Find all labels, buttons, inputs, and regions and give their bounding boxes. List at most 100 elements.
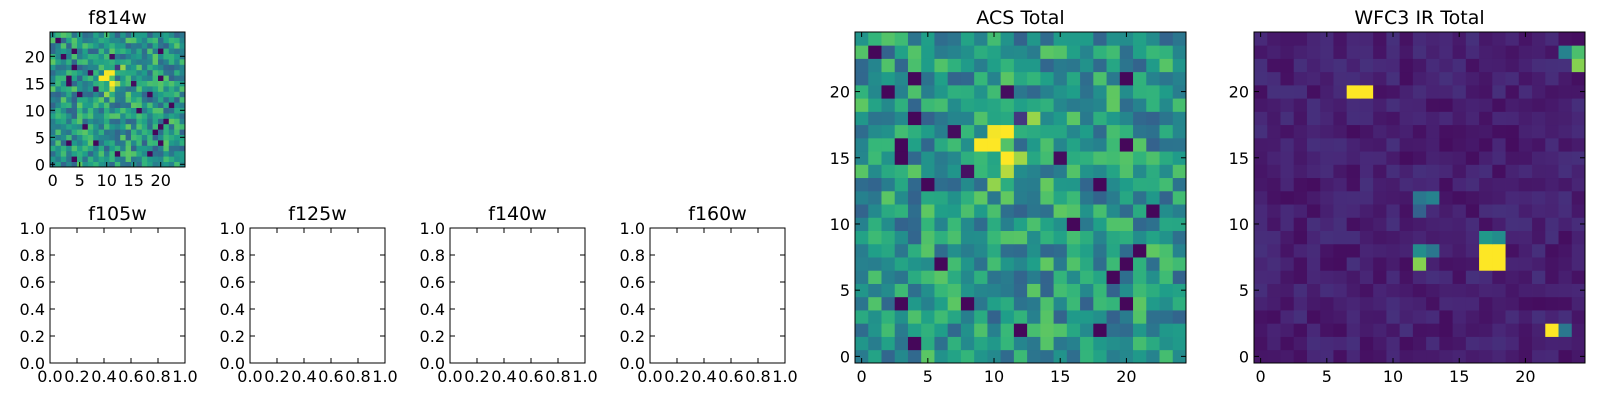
x-tick-label: 0.4 — [291, 367, 316, 386]
heatmap-cell — [87, 59, 94, 65]
heatmap-cell — [1558, 283, 1573, 298]
heatmap-cell — [974, 243, 988, 258]
heatmap-cell — [881, 98, 896, 112]
heatmap-cell — [1053, 230, 1068, 245]
heatmap-cell — [881, 190, 896, 205]
heatmap-cell — [1346, 336, 1361, 351]
heatmap-cell — [125, 145, 132, 152]
heatmap-cell — [179, 129, 186, 135]
heatmap-cell — [1545, 323, 1559, 337]
heatmap-cell — [1492, 243, 1506, 258]
heatmap-cell — [1558, 217, 1573, 231]
heatmap-cell — [66, 118, 72, 125]
heatmap-cell — [109, 91, 116, 98]
heatmap-cell — [131, 113, 137, 119]
heatmap-cell — [82, 150, 89, 157]
heatmap-cell — [1080, 164, 1094, 179]
heatmap-cell — [1532, 217, 1546, 231]
heatmap-cell — [974, 336, 988, 351]
heatmap-cell — [1426, 98, 1440, 112]
heatmap-cell — [1146, 177, 1160, 192]
heatmap-cell — [1119, 84, 1134, 99]
heatmap-cell — [1492, 230, 1506, 245]
heatmap-cell — [82, 91, 89, 98]
heatmap-cell — [907, 296, 922, 311]
heatmap-cell — [1280, 137, 1295, 152]
heatmap-cell — [1040, 98, 1054, 112]
heatmap-cell — [868, 243, 882, 258]
heatmap-cell — [93, 91, 99, 98]
heatmap-cell — [1133, 310, 1147, 324]
heatmap-cell — [1558, 296, 1573, 311]
heatmap-cell — [960, 124, 975, 139]
heatmap-cell — [907, 257, 922, 271]
heatmap-cell — [868, 98, 882, 112]
heatmap-cell — [114, 102, 121, 108]
heatmap-cell — [1027, 84, 1041, 99]
heatmap-cell — [1119, 58, 1134, 73]
heatmap-cell — [1320, 32, 1334, 46]
heatmap-cell — [1492, 98, 1506, 112]
heatmap-cell — [98, 123, 105, 130]
heatmap-cell — [174, 59, 180, 65]
heatmap-cell — [136, 80, 143, 87]
heatmap-cell — [174, 113, 180, 119]
heatmap-cell — [1320, 111, 1334, 126]
heatmap-cell — [1399, 58, 1414, 73]
heatmap-cell — [114, 156, 121, 162]
heatmap-cell — [1373, 111, 1387, 126]
heatmap-cell — [921, 137, 935, 152]
heatmap-cell — [163, 156, 170, 162]
heatmap-cell — [1386, 204, 1401, 218]
heatmap-cell — [1505, 164, 1520, 179]
heatmap-cell — [960, 164, 975, 179]
heatmap-cell — [71, 75, 78, 81]
heatmap-cell — [1093, 296, 1107, 311]
heatmap-cell — [1386, 230, 1401, 245]
heatmap-cell — [1479, 71, 1493, 86]
heatmap-cell — [168, 42, 175, 49]
heatmap-cell — [1066, 124, 1081, 139]
heatmap-cell — [179, 96, 186, 103]
heatmap-cell — [960, 58, 975, 73]
heatmap-cell — [881, 323, 896, 337]
heatmap-cell — [1027, 164, 1041, 179]
heatmap-cell — [1412, 243, 1427, 258]
heatmap-cell — [1133, 190, 1147, 205]
heatmap-cell — [1505, 71, 1520, 86]
heatmap-cell — [1119, 137, 1134, 152]
heatmap-cell — [1452, 270, 1467, 284]
heatmap-cell — [934, 164, 949, 179]
heatmap-cell — [1518, 243, 1533, 258]
heatmap-cell — [163, 129, 170, 135]
heatmap-cell — [1558, 257, 1573, 271]
heatmap-cell — [1146, 58, 1160, 73]
heatmap-cell — [179, 123, 186, 130]
heatmap-cell — [147, 134, 153, 141]
heatmap-cell — [1280, 71, 1295, 86]
heatmap-cell — [1439, 164, 1453, 179]
heatmap-cell — [1013, 137, 1028, 152]
heatmap-cell — [868, 204, 882, 218]
heatmap-cell — [1106, 310, 1121, 324]
heatmap-cell — [98, 102, 105, 108]
heatmap-cell — [1040, 204, 1054, 218]
heatmap-cell — [1053, 336, 1068, 351]
heatmap-cell — [98, 59, 105, 65]
heatmap-cell — [1452, 177, 1467, 192]
heatmap-cell — [87, 42, 94, 49]
heatmap-cell — [1119, 204, 1134, 218]
heatmap-cell — [921, 323, 935, 337]
heatmap-cell — [1267, 270, 1281, 284]
heatmap-cell — [87, 140, 94, 146]
heatmap-cell — [87, 107, 94, 114]
heatmap-cell — [1346, 310, 1361, 324]
heatmap-cell — [921, 283, 935, 298]
heatmap-cell — [104, 129, 110, 135]
heatmap-cell — [147, 80, 153, 87]
heatmap-cell — [974, 217, 988, 231]
heatmap-cell — [168, 161, 175, 168]
heatmap-cell — [125, 42, 132, 49]
heatmap-cell — [1439, 323, 1453, 337]
heatmap-cell — [881, 58, 896, 73]
